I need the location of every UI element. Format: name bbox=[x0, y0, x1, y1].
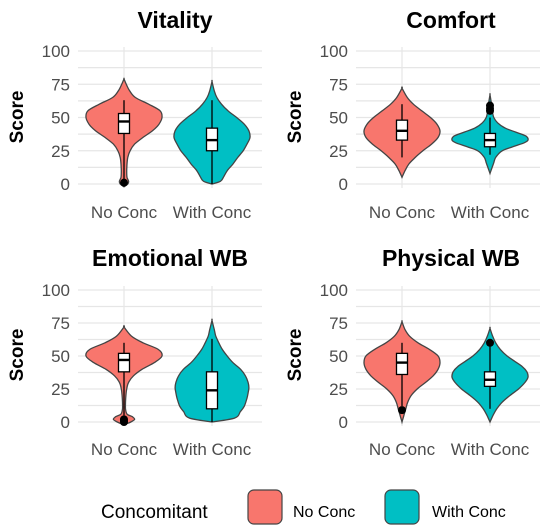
x-tick-label-no-conc: No Conc bbox=[369, 440, 436, 459]
legend-label-no-conc: No Conc bbox=[293, 504, 355, 521]
violin-group-vitality-no-conc bbox=[85, 77, 163, 188]
y-tick-label-50: 50 bbox=[51, 109, 70, 128]
violin-group-physical-wb-no-conc bbox=[363, 320, 441, 425]
y-tick-label-0: 0 bbox=[339, 175, 348, 194]
y-axis-label-emotional-wb: Score bbox=[7, 329, 28, 382]
legend-swatch-with-conc bbox=[384, 489, 420, 525]
x-tick-label-no-conc: No Conc bbox=[91, 440, 158, 459]
y-tick-label-50: 50 bbox=[51, 347, 70, 366]
panel-title-vitality: Vitality bbox=[138, 7, 213, 33]
legend: Concomitant No Conc With Conc bbox=[101, 489, 506, 525]
outlier-emotional-wb-no-conc-2 bbox=[120, 415, 128, 424]
outlier-vitality-no-conc-0 bbox=[120, 178, 128, 187]
outlier-comfort-with-conc-2 bbox=[486, 101, 494, 110]
x-tick-label-with-conc: With Conc bbox=[451, 203, 530, 222]
outlier-physical-wb-with-conc-0 bbox=[486, 338, 494, 347]
x-tick-label-no-conc: No Conc bbox=[91, 203, 158, 222]
y-tick-label-100: 100 bbox=[42, 42, 70, 61]
legend-label-with-conc: With Conc bbox=[432, 504, 506, 521]
y-tick-label-0: 0 bbox=[339, 413, 348, 432]
y-tick-label-100: 100 bbox=[320, 281, 348, 300]
y-tick-label-100: 100 bbox=[320, 42, 348, 61]
y-tick-label-75: 75 bbox=[51, 75, 70, 94]
y-tick-label-25: 25 bbox=[329, 142, 348, 161]
x-tick-label-with-conc: With Conc bbox=[173, 203, 252, 222]
legend-title: Concomitant bbox=[101, 502, 208, 523]
y-tick-label-100: 100 bbox=[42, 281, 70, 300]
y-tick-label-25: 25 bbox=[329, 380, 348, 399]
violin-group-emotional-wb-no-conc bbox=[85, 325, 163, 426]
legend-swatch-no-conc bbox=[247, 489, 283, 525]
x-tick-label-with-conc: With Conc bbox=[173, 440, 252, 459]
y-tick-label-75: 75 bbox=[329, 75, 348, 94]
box-emotional-wb-no-conc bbox=[117, 352, 131, 373]
box-physical-wb-no-conc bbox=[395, 352, 409, 376]
y-axis-label-physical-wb: Score bbox=[285, 329, 306, 382]
y-tick-label-50: 50 bbox=[329, 347, 348, 366]
violin-group-emotional-wb-with-conc bbox=[174, 318, 250, 423]
panel-title-physical-wb: Physical WB bbox=[382, 245, 520, 271]
panel-physical-wb: Physical WB Score 0 25 50 75 100 No Conc With Co… bbox=[285, 245, 540, 459]
y-axis-label-comfort: Score bbox=[285, 91, 306, 144]
violin-group-physical-wb-with-conc bbox=[451, 326, 529, 424]
panel-comfort: Comfort Score 0 25 50 75 100 No Conc With Conc bbox=[285, 7, 540, 222]
panel-emotional-wb: Emotional WB Score 0 25 50 75 100 No Conc With C… bbox=[7, 245, 262, 459]
y-tick-label-0: 0 bbox=[61, 413, 70, 432]
y-axis-label-vitality: Score bbox=[7, 91, 28, 144]
box-vitality-no-conc bbox=[117, 112, 131, 135]
violin-group-comfort-no-conc bbox=[363, 86, 441, 179]
y-tick-label-0: 0 bbox=[61, 175, 70, 194]
panel-title-comfort: Comfort bbox=[406, 7, 496, 33]
y-tick-label-25: 25 bbox=[51, 380, 70, 399]
violin-group-comfort-with-conc bbox=[451, 93, 529, 176]
y-tick-label-25: 25 bbox=[51, 142, 70, 161]
panel-title-emotional-wb: Emotional WB bbox=[92, 245, 248, 271]
outlier-physical-wb-no-conc-0 bbox=[398, 406, 406, 415]
y-tick-label-75: 75 bbox=[329, 314, 348, 333]
x-tick-label-no-conc: No Conc bbox=[369, 203, 436, 222]
violin-group-vitality-with-conc bbox=[173, 79, 251, 185]
y-tick-label-75: 75 bbox=[51, 314, 70, 333]
x-tick-label-with-conc: With Conc bbox=[451, 440, 530, 459]
y-tick-label-50: 50 bbox=[329, 109, 348, 128]
panel-vitality: Vitality Score 0 25 50 75 100 No Conc With Conc bbox=[7, 7, 262, 222]
